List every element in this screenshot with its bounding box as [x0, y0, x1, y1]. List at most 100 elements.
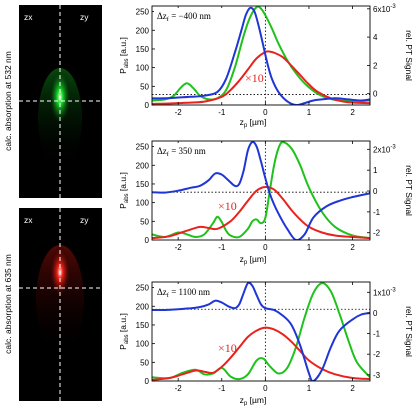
chart-bot-annotation-value: = 1100 nm: [169, 287, 210, 297]
chart-top-annotation-bg: [154, 8, 228, 23]
chart-top-y2tick-label: 4: [373, 33, 378, 42]
chart-mid-ytick-label: 250: [136, 143, 150, 152]
chart-top: -2 -1 0 1 2 0 50 100 150 200 250 0 2 4 6x10-3 zp [µm] Pa…: [118, 4, 414, 129]
chart-bot-xtick-label: -1: [218, 384, 226, 393]
chart-bot-xlabel-sub: p: [244, 401, 248, 406]
chart-top-y2label: rel. PT Signal: [404, 30, 414, 81]
chart-bot-ytick-label: 150: [136, 321, 150, 330]
chart-mid-ytick-label: 200: [136, 161, 150, 170]
chart-top-xtick-label: 0: [263, 108, 268, 117]
chart-mid-y2label: rel. PT Signal: [404, 165, 414, 216]
chart-mid-annotation-value: = 350 nm: [169, 146, 206, 156]
chart-bot-y2tick-label: -3: [373, 371, 381, 380]
chart-mid-annotation-bg: [154, 143, 228, 158]
chart-bot-y2label: rel. PT Signal: [404, 306, 414, 357]
chart-mid-ytick-label: 150: [136, 180, 150, 189]
chart-top-ylabel: Pabs [a.u.]: [118, 37, 130, 74]
chart-top-y2tick-label: 2: [373, 61, 378, 70]
chart-mid-xlabel-sub: p: [244, 260, 248, 266]
chart-mid-xtick-label: 0: [263, 243, 268, 252]
heatmap-635-right-label: zy: [80, 215, 89, 225]
chart-bot-xlabel: zp [µm]: [240, 395, 267, 406]
chart-top-xlabel: zp [µm]: [240, 117, 267, 129]
chart-mid-factor-label: ×10: [218, 199, 237, 213]
chart-mid-y2tick-label: 1: [373, 166, 378, 175]
chart-mid-y2tick-label: 0: [373, 187, 378, 196]
chart-mid-blue-line: [152, 141, 370, 240]
chart-bot-frame: [151, 281, 371, 382]
chart-bot-xtick-label: -2: [175, 384, 183, 393]
chart-bot-y2-exponent-sup: -3: [390, 287, 396, 293]
chart-mid: -2 -1 0 1 2 0 50 100 150 200 250 -2 -1 0 1 2x10-3 zp [µm…: [118, 140, 414, 266]
chart-bot-ylabel-unit: [a.u.]: [118, 313, 128, 334]
chart-mid-y2-exponent-sup: -3: [390, 144, 396, 150]
chart-mid-annotation-sub: f: [167, 151, 170, 158]
chart-mid-ylabel: Pabs [a.u.]: [118, 172, 130, 209]
chart-top-ytick-label: 0: [145, 101, 150, 110]
heatmap-532: zx zy calc. absorption at 532 nm: [3, 5, 102, 198]
chart-top-series: [152, 6, 370, 105]
chart-mid-annotation: Δzf = 350 nm: [157, 146, 206, 158]
chart-top-y2tick-label: 0: [373, 90, 378, 99]
chart-mid-ylabel-unit: [a.u.]: [118, 172, 128, 193]
chart-top-red-line: [152, 50, 370, 105]
chart-bot-xtick-label: 1: [307, 384, 312, 393]
chart-bot-factor-label: ×10: [218, 341, 237, 355]
chart-mid-ytick-label: 50: [140, 217, 149, 226]
chart-top-ytick-label: 200: [136, 26, 150, 35]
chart-bot-xtick-label: 2: [350, 384, 355, 393]
chart-mid-xtick-label: -1: [218, 243, 226, 252]
chart-top-xtick-label: -2: [175, 108, 183, 117]
chart-bot: -2 -1 0 1 2 0 50 100 150 200 250 -3 -2 -1 0 1x10-3 zp [µ…: [118, 281, 414, 406]
chart-mid-red-line: [152, 185, 370, 240]
chart-bot-ylabel: Pabs [a.u.]: [118, 313, 130, 350]
chart-mid-frame: [151, 140, 371, 241]
heatmap-532-left-label: zx: [24, 12, 33, 22]
chart-mid-ytick-label: 100: [136, 199, 150, 208]
chart-bot-y2tick-label: -2: [373, 350, 381, 359]
chart-bot-annotation: Δzf = 1100 nm: [157, 287, 210, 299]
chart-top-xlabel-sub: p: [244, 123, 248, 129]
chart-top-ylabel-unit: [a.u.]: [118, 37, 128, 58]
chart-bot-red-line: [152, 326, 370, 381]
chart-top-annotation: Δzf = −400 nm: [157, 11, 211, 23]
chart-bot-annotation-sub: f: [167, 292, 170, 299]
chart-bot-green-line: [152, 282, 370, 381]
chart-top-frame: [151, 5, 371, 106]
chart-bot-y2tick-label: 1x10-3: [373, 287, 396, 297]
chart-mid-xtick-label: -2: [175, 243, 183, 252]
chart-bot-ytick-label: 50: [140, 358, 149, 367]
chart-mid-xtick-label: 2: [350, 243, 355, 252]
chart-mid-series: [152, 141, 370, 240]
chart-bot-xlabel-unit: [µm]: [247, 395, 266, 405]
chart-bot-annotation-bg: [154, 284, 228, 299]
chart-top-annotation-value: = −400 nm: [169, 11, 211, 21]
heatmap-532-side-label: calc. absorption at 532 nm: [3, 51, 13, 151]
heatmap-635-side-label: calc. absorption at 635 nm: [3, 254, 13, 354]
chart-bot-ylabel-sub: abs: [124, 334, 130, 344]
chart-bot-ytick-label: 200: [136, 302, 150, 311]
chart-top-ylabel-sub: abs: [124, 58, 130, 68]
heatmap-532-right-label: zy: [80, 12, 89, 22]
chart-top-y2tick-label: 6x10-3: [373, 4, 396, 14]
chart-bot-ytick-label: 250: [136, 284, 150, 293]
chart-bot-ytick-label: 100: [136, 340, 150, 349]
chart-top-ytick-label: 50: [140, 82, 149, 91]
chart-top-ytick-label: 150: [136, 45, 150, 54]
chart-mid-ytick-label: 0: [145, 236, 150, 245]
chart-top-xtick-label: -1: [218, 108, 226, 117]
chart-bot-xtick-label: 0: [263, 384, 268, 393]
chart-top-xtick-label: 2: [350, 108, 355, 117]
chart-bot-ytick-label: 0: [145, 377, 150, 386]
heatmap-635: zx zy calc. absorption at 635 nm: [3, 208, 102, 401]
chart-top-factor-label: ×10: [245, 71, 264, 85]
chart-bot-blue-line: [152, 282, 370, 381]
chart-bot-series: [152, 282, 370, 381]
chart-mid-ylabel-sub: abs: [124, 193, 130, 203]
chart-mid-y2tick-label: 2x10-3: [373, 144, 396, 154]
chart-top-annotation-sub: f: [167, 16, 170, 23]
chart-top-green-line: [152, 6, 370, 103]
chart-mid-xlabel-unit: [µm]: [247, 254, 266, 264]
